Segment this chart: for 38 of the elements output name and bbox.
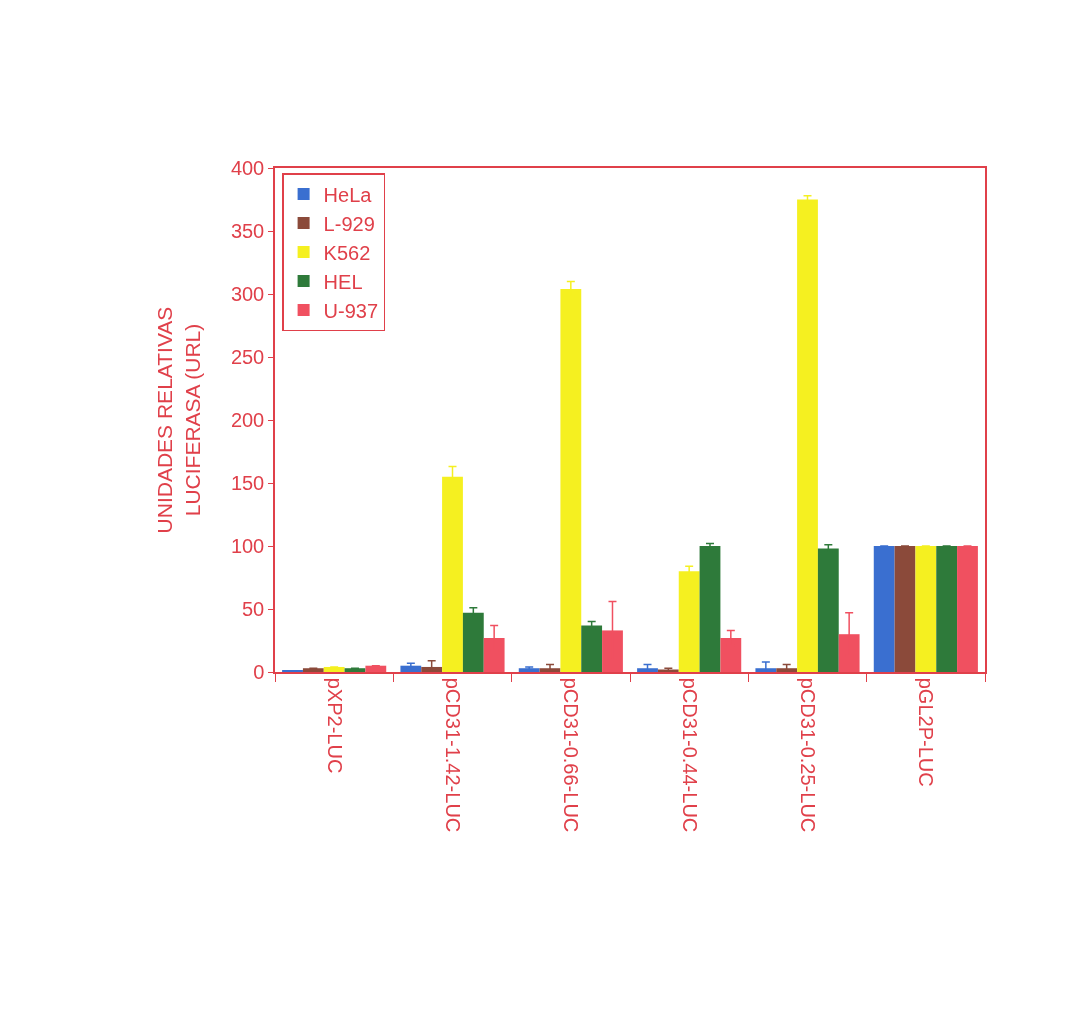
legend-label: U-937	[323, 299, 379, 322]
legend-label: HEL	[323, 270, 363, 293]
y-tick-label: 150	[230, 472, 265, 494]
legend-label: K562	[323, 241, 371, 264]
x-tick-label: pCD31-0.66-LUC	[560, 677, 583, 833]
bar	[817, 548, 839, 672]
x-tick-label: pXP2-LUC	[323, 677, 346, 774]
y-tick-label: 250	[230, 346, 265, 368]
bar	[344, 668, 366, 672]
y-axis-title: UNIDADES RELATIVAS LUCIFERASA (URL)	[153, 306, 204, 534]
x-tick-label: pCD31-1.42-LUC	[442, 677, 464, 833]
bar	[936, 546, 958, 672]
bar	[637, 668, 658, 672]
y-tick-label: 100	[230, 535, 265, 557]
y-tick-label: 0	[253, 661, 265, 683]
x-tick-label: pCD31-0.44-LUC	[678, 677, 701, 833]
bar	[915, 546, 937, 672]
bar	[581, 625, 603, 672]
bar	[873, 546, 895, 672]
bar	[323, 666, 345, 672]
bar	[657, 669, 679, 672]
legend-label: L-929	[323, 212, 375, 235]
bar	[797, 199, 818, 672]
bar	[957, 546, 978, 672]
y-tick-label: 400	[230, 157, 265, 179]
y-tick-label: 50	[242, 598, 265, 620]
bar	[699, 546, 721, 672]
x-tick-label: pGL2P-LUC	[915, 677, 938, 787]
bar	[302, 668, 324, 672]
y-tick-label: 300	[230, 283, 265, 305]
y-tick-label: 350	[230, 220, 265, 242]
x-tick-label: pCD31-0.25-LUC	[797, 677, 819, 833]
bar	[518, 668, 540, 672]
y-tick-label: 200	[230, 409, 265, 431]
legend-label: HeLa	[323, 183, 373, 206]
bar	[894, 546, 916, 672]
bar	[365, 665, 387, 672]
bar	[776, 668, 798, 672]
